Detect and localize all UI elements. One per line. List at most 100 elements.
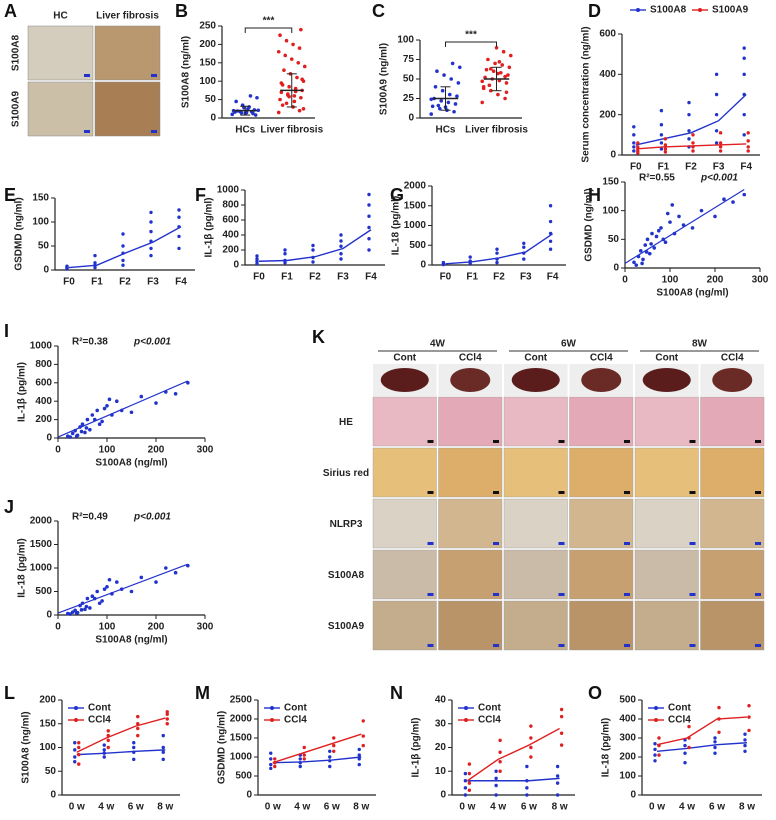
data-point [302, 745, 306, 750]
micrograph [438, 447, 503, 498]
scale-bar [624, 542, 630, 545]
data-point [687, 745, 691, 750]
y-tick-label: 200 [35, 414, 52, 425]
data-point [328, 764, 332, 769]
data-point [463, 779, 468, 783]
data-point [659, 123, 664, 127]
data-point [284, 101, 289, 106]
y-axis-label: IL-18 (pg/ml) [17, 538, 28, 597]
data-point [484, 67, 489, 72]
data-point [713, 214, 717, 219]
data-point [632, 145, 636, 149]
data-point [548, 204, 553, 208]
data-point [302, 757, 306, 761]
x-tick-label: 100 [99, 445, 116, 456]
micrograph [438, 396, 503, 447]
micrograph [700, 447, 765, 498]
panel-letter: I [4, 321, 9, 341]
data-point [495, 260, 499, 265]
data-point [746, 139, 750, 143]
data-point [718, 131, 723, 135]
data-point [297, 46, 302, 50]
data-point [105, 404, 109, 408]
y-axis-label: S100A8 (ng/ml) [21, 711, 32, 783]
data-point [653, 742, 657, 746]
data-point [559, 743, 564, 747]
data-point [79, 608, 84, 612]
data-point [279, 81, 284, 85]
data-point [645, 237, 650, 242]
data-point [529, 745, 533, 750]
y-axis-label: IL-18 (pg/ml) [391, 196, 402, 255]
data-point [743, 743, 747, 748]
micrograph [634, 396, 699, 447]
liver-photo [642, 368, 691, 392]
x-tick-label: F3 [147, 277, 159, 288]
y-tick-label: 500 [35, 586, 52, 597]
data-point [161, 733, 165, 738]
liver-photo [581, 368, 622, 392]
data-point [529, 736, 533, 740]
series-line [656, 716, 748, 746]
column-label: HC [53, 11, 67, 22]
data-point [106, 745, 110, 750]
data-point [93, 265, 97, 270]
legend-label: Cont [478, 703, 501, 714]
x-tick-label: 0 [55, 445, 61, 456]
column-label: Cont [655, 353, 678, 364]
series-line [635, 93, 747, 146]
micrograph [372, 549, 437, 600]
data-point [494, 783, 498, 788]
data-point [73, 755, 77, 759]
data-point [746, 149, 750, 153]
y-tick-label: 200 [39, 695, 56, 706]
column-label: Cont [524, 353, 547, 364]
data-point [149, 220, 153, 224]
micrograph [569, 396, 634, 447]
liver-photo [450, 368, 491, 392]
data-point [332, 743, 336, 748]
series-line [272, 756, 362, 764]
legend-label: Cont [284, 703, 307, 714]
legend-marker [636, 8, 640, 12]
micrograph [700, 498, 765, 549]
data-point [713, 751, 717, 755]
y-tick-label: 100 [199, 76, 216, 87]
axis-line [54, 198, 195, 271]
data-point [467, 762, 472, 766]
data-point [357, 747, 361, 752]
data-point [102, 587, 107, 591]
data-point [555, 764, 560, 769]
x-tick-label: F0 [63, 277, 75, 288]
data-point [248, 94, 253, 98]
data-point [102, 406, 107, 411]
y-tick-label: 40 [435, 695, 447, 706]
data-point [717, 705, 721, 710]
y-tick-label: 25 [403, 93, 415, 104]
data-point [663, 147, 668, 151]
data-point [279, 90, 284, 95]
y-tick-label: 1000 [217, 185, 240, 196]
data-point [139, 394, 144, 399]
data-point [77, 741, 81, 745]
data-point [361, 734, 365, 738]
y-axis-label: S100A9 (ng/ml) [379, 43, 390, 115]
data-point [367, 203, 371, 207]
micrograph [438, 600, 503, 651]
data-point [357, 762, 361, 767]
data-point [132, 745, 136, 750]
data-point [302, 753, 306, 757]
data-point [467, 781, 472, 785]
y-tick-label: 200 [619, 752, 636, 763]
data-point [357, 757, 361, 761]
data-point [301, 107, 306, 111]
y-tick-label: 150 [602, 177, 619, 188]
axis-line [431, 186, 566, 266]
data-point [453, 102, 458, 106]
data-point [747, 704, 751, 708]
data-point [339, 257, 343, 261]
scale-bar [558, 440, 565, 443]
y-tick-label: 0 [50, 790, 56, 801]
micrograph [372, 447, 437, 498]
